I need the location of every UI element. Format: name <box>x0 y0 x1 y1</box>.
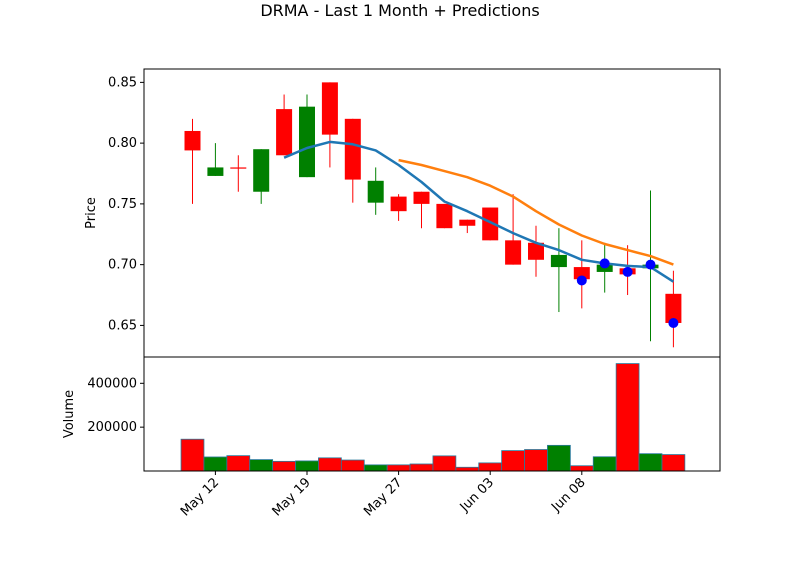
candle-body <box>184 130 201 151</box>
price-y-tick-label: 0.80 <box>108 136 137 151</box>
x-axis-ticks: May 12 May 19 May 27 Jun 03 Jun 08 <box>178 471 589 519</box>
candle-body <box>528 242 544 260</box>
volume-bars <box>180 363 686 472</box>
volume-bar <box>318 457 342 472</box>
volume-bar <box>501 450 525 472</box>
volume-axes-frame <box>143 356 721 472</box>
x-tick-label: May 19 <box>270 475 314 519</box>
ma-short-line <box>283 140 675 283</box>
chart-title: DRMA - Last 1 Month + Predictions <box>260 1 539 20</box>
candle-body <box>665 293 682 323</box>
candle-body <box>321 82 338 135</box>
candle-body <box>276 109 293 156</box>
candles <box>184 82 682 348</box>
volume-y-ticks: 200000 400000 <box>87 376 144 435</box>
price-panel: 0.65 0.70 0.75 0.80 0.85 Price <box>84 68 721 358</box>
price-ylabel: Price <box>84 197 99 229</box>
x-tick-label: Jun 03 <box>457 475 497 515</box>
volume-bar <box>661 454 686 472</box>
volume-bar <box>295 460 319 472</box>
volume-bar <box>340 459 365 472</box>
candle-body <box>390 196 407 212</box>
price-y-tick-label: 0.85 <box>108 75 137 90</box>
volume-panel: 200000 400000 Volume <box>62 356 721 472</box>
price-y-tick-label: 0.65 <box>108 318 137 333</box>
ma-long-line <box>398 158 674 266</box>
x-tick-label: May 12 <box>178 475 222 519</box>
candle-body <box>573 267 590 280</box>
moving-averages <box>283 140 675 283</box>
volume-bar <box>272 460 296 472</box>
candle-body <box>230 167 247 169</box>
predictions <box>576 258 679 328</box>
price-y-tick-label: 0.70 <box>108 258 137 273</box>
volume-bar <box>638 453 663 472</box>
volume-bar <box>249 459 274 472</box>
volume-bar <box>592 456 617 472</box>
candle-body <box>550 254 567 268</box>
candle-body <box>505 240 522 265</box>
candle-body <box>367 180 384 203</box>
volume-bar <box>569 465 594 472</box>
volume-ylabel: Volume <box>62 390 77 438</box>
volume-y-tick-label: 200000 <box>87 420 137 435</box>
volume-bar <box>524 449 548 472</box>
prediction-marker <box>668 317 679 328</box>
volume-bar <box>432 455 457 472</box>
prediction-marker <box>576 275 587 286</box>
price-y-ticks: 0.65 0.70 0.75 0.80 0.85 <box>108 75 144 333</box>
volume-bar <box>226 455 251 472</box>
candle-body <box>413 191 430 204</box>
volume-bar <box>478 462 503 472</box>
candle-body <box>482 207 499 241</box>
prediction-marker <box>645 259 656 270</box>
volume-bar <box>615 363 640 472</box>
candle-body <box>344 118 361 180</box>
candle-body <box>459 219 476 226</box>
x-tick-label: Jun 08 <box>548 475 588 515</box>
prediction-marker <box>622 266 633 277</box>
candle-body <box>253 149 270 192</box>
price-axes-frame <box>143 68 721 358</box>
volume-bar <box>203 456 228 472</box>
volume-bar <box>180 438 205 472</box>
prediction-marker <box>599 258 610 269</box>
x-tick-label: May 27 <box>361 475 405 519</box>
volume-bar <box>455 466 480 472</box>
volume-bar <box>386 464 411 472</box>
candle-body <box>299 106 315 178</box>
price-y-tick-label: 0.75 <box>108 197 137 212</box>
candle-body <box>207 167 224 176</box>
candle-body <box>436 203 453 229</box>
volume-bar <box>409 463 434 472</box>
volume-bar <box>363 464 388 472</box>
volume-y-tick-label: 400000 <box>87 376 137 391</box>
volume-bar <box>547 444 571 472</box>
